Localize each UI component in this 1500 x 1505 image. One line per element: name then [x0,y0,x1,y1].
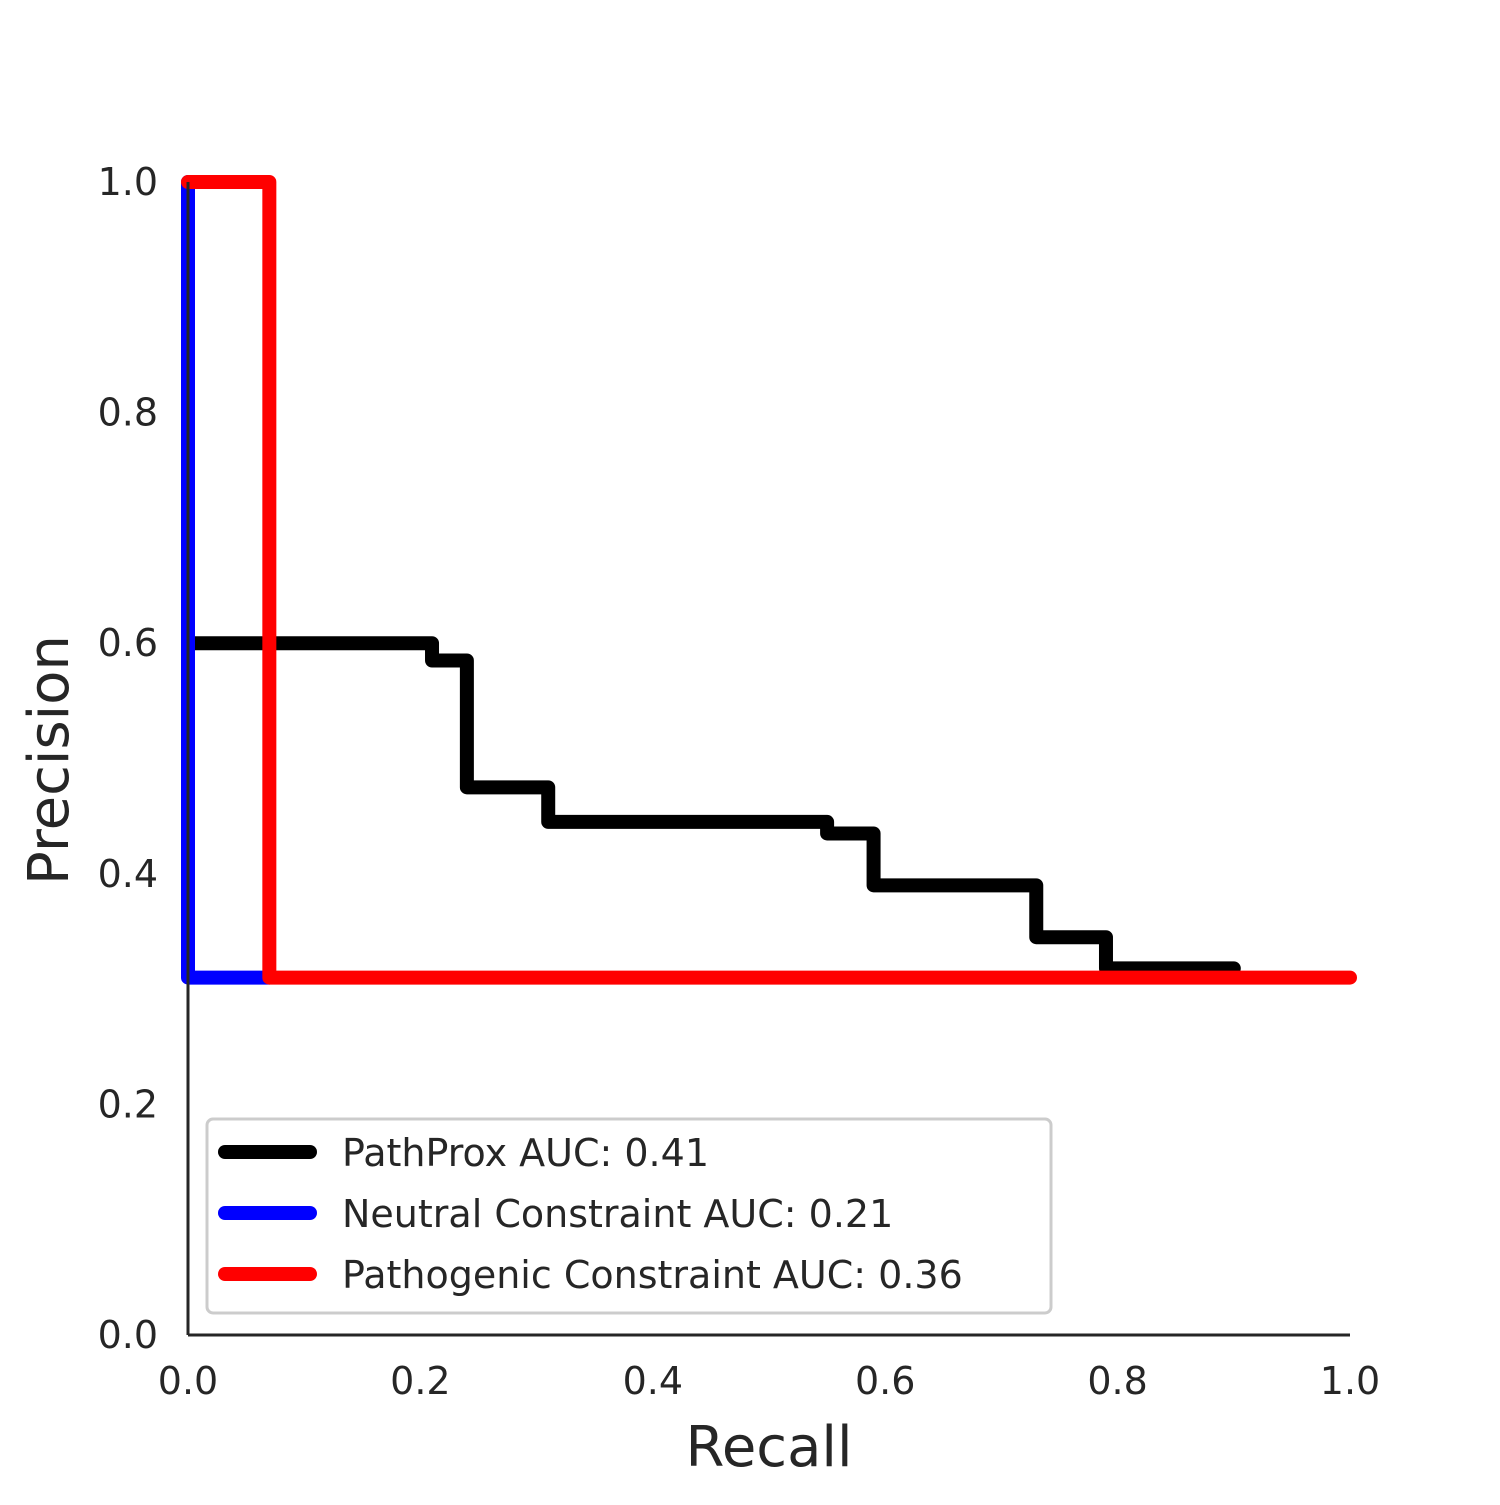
x-tick-label: 0.0 [158,1359,218,1403]
y-tick-label: 0.8 [98,391,158,435]
legend-label-pathprox: PathProx AUC: 0.41 [342,1131,709,1175]
legend-label-pathogenic-constraint: Pathogenic Constraint AUC: 0.36 [342,1253,963,1297]
x-tick-label: 1.0 [1320,1359,1380,1403]
legend-entry-pathogenic-constraint: Pathogenic Constraint AUC: 0.36 [218,1253,963,1297]
x-tick-label: 0.8 [1087,1359,1147,1403]
y-tick-label: 0.6 [98,621,158,665]
legend-frame [205,1117,1053,1315]
series-line-pathprox [181,636,1241,976]
legend-entry-neutral-constraint: Neutral Constraint AUC: 0.21 [218,1192,893,1236]
x-tick-label: 0.6 [855,1359,915,1403]
legend-label-neutral-constraint: Neutral Constraint AUC: 0.21 [342,1192,893,1236]
axes-layer [186,182,1350,1337]
series-line-pathogenic-constraint [181,175,1357,985]
y-tick-label: 0.2 [98,1082,158,1126]
y-tick-label: 1.0 [98,160,158,204]
x-tick-label: 0.2 [390,1359,450,1403]
legend-entry-pathprox: PathProx AUC: 0.41 [218,1131,709,1175]
legend: PathProx AUC: 0.41 Neutral Constraint AU… [205,1117,1053,1315]
ticks-layer: 0.0 0.2 0.4 0.6 0.8 1.0 0.0 0.2 0.4 0.6 0.8 1.0 [98,160,1381,1403]
y-tick-label: 0.4 [98,852,158,896]
y-tick-label: 0.0 [98,1313,158,1357]
x-axis-title: Recall [685,1415,852,1480]
x-tick-label: 0.4 [623,1359,683,1403]
series-layer [181,175,1357,985]
y-axis-title: Precision [17,635,82,885]
series-line-neutral-constraint [181,175,277,985]
